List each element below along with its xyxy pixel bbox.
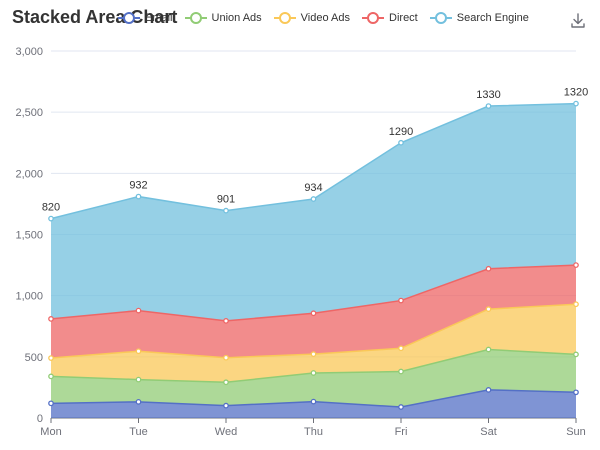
point-direct xyxy=(398,297,404,304)
y-tick-label: 500 xyxy=(25,352,43,364)
legend-swatch xyxy=(184,12,207,24)
point-email xyxy=(135,399,142,405)
point-search-engine xyxy=(573,100,579,107)
point-email xyxy=(310,398,317,405)
data-label: 820 xyxy=(42,202,60,214)
x-tick-label: Thu xyxy=(304,426,323,438)
x-tick-label: Sun xyxy=(566,426,586,438)
y-tick-label: 1,000 xyxy=(15,291,43,303)
download-icon-glyph xyxy=(571,13,585,28)
point-video-ads xyxy=(48,355,54,361)
data-label: 1330 xyxy=(476,89,500,101)
legend-swatch xyxy=(362,12,385,24)
point-union-ads xyxy=(485,346,492,353)
point-search-engine xyxy=(135,193,142,200)
area-union-ads xyxy=(51,349,576,407)
point-direct xyxy=(485,265,492,272)
point-union-ads xyxy=(48,373,54,380)
point-video-ads xyxy=(398,345,404,352)
chart-legend: Email Union Ads Video Ads Direct Search Engi… xyxy=(118,8,541,28)
x-tick-label: Mon xyxy=(40,426,61,438)
point-email xyxy=(485,387,492,393)
point-search-engine xyxy=(485,103,492,109)
point-video-ads xyxy=(135,348,142,355)
download-icon[interactable] xyxy=(569,12,587,30)
legend-label: Direct xyxy=(389,12,418,24)
chart-title: Stacked Area Chart xyxy=(12,7,178,27)
point-video-ads xyxy=(310,351,317,357)
point-email xyxy=(48,400,54,407)
y-tick-label: 2,500 xyxy=(15,107,43,119)
point-search-engine xyxy=(398,139,404,146)
point-direct xyxy=(48,316,54,322)
data-label: 1320 xyxy=(564,87,588,99)
point-search-engine xyxy=(48,215,54,222)
y-tick-label: 1,500 xyxy=(15,230,43,242)
y-tick-label: 0 xyxy=(37,413,43,425)
x-tick-label: Fri xyxy=(395,426,408,438)
area-search-engine xyxy=(51,103,576,321)
y-tick-label: 2,000 xyxy=(15,168,43,180)
legend-swatch xyxy=(429,12,452,24)
point-email xyxy=(398,404,404,410)
x-tick-label: Wed xyxy=(215,426,237,438)
data-label: 932 xyxy=(129,180,147,192)
point-union-ads xyxy=(310,370,317,376)
point-direct xyxy=(573,262,579,268)
point-video-ads xyxy=(223,354,229,361)
x-tick-label: Tue xyxy=(129,426,148,438)
legend-label: Search Engine xyxy=(456,12,529,24)
legend-label: Union Ads xyxy=(211,12,262,24)
legend-item-search-engine[interactable]: Search Engine xyxy=(429,12,529,24)
legend-item-video-ads[interactable]: Video Ads xyxy=(273,12,351,24)
point-video-ads xyxy=(485,306,492,312)
data-label: 1290 xyxy=(389,126,413,138)
legend-item-direct[interactable]: Direct xyxy=(362,12,418,24)
data-label: 934 xyxy=(304,182,322,194)
legend-item-union-ads[interactable]: Union Ads xyxy=(184,12,262,24)
legend-item-email[interactable]: Email xyxy=(118,12,173,24)
point-search-engine xyxy=(310,196,317,202)
point-search-engine xyxy=(223,207,229,214)
area-direct xyxy=(51,265,576,359)
x-tick-label: Sat xyxy=(480,426,497,438)
y-tick-label: 3,000 xyxy=(15,46,43,58)
point-video-ads xyxy=(573,301,579,308)
point-direct xyxy=(223,318,229,324)
point-union-ads xyxy=(135,376,142,383)
point-union-ads xyxy=(573,351,579,358)
point-direct xyxy=(310,310,317,317)
point-email xyxy=(223,402,229,409)
point-union-ads xyxy=(398,368,404,375)
point-union-ads xyxy=(223,379,229,386)
legend-label: Video Ads xyxy=(300,12,351,24)
point-email xyxy=(573,389,579,396)
legend-swatch xyxy=(273,12,296,24)
point-direct xyxy=(135,307,142,314)
legend-swatch xyxy=(118,12,140,24)
legend-label: Email xyxy=(145,12,173,24)
data-label: 901 xyxy=(217,194,235,206)
area-video-ads xyxy=(51,304,576,383)
